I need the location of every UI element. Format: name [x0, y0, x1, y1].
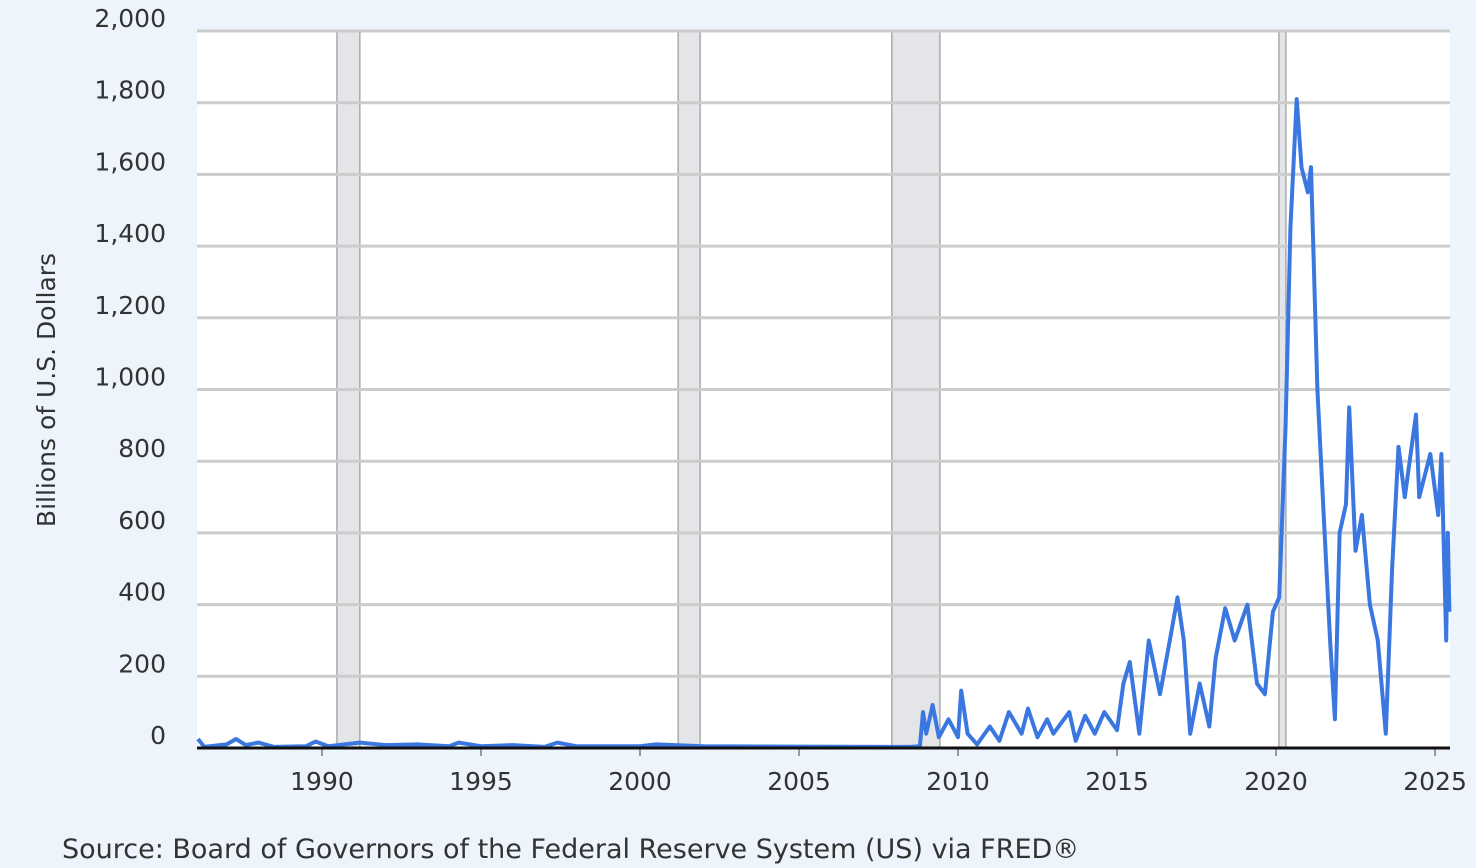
y-tick-label: 1,200 — [94, 291, 166, 320]
x-tick-label: 1990 — [290, 767, 354, 796]
y-axis-label: Billions of U.S. Dollars — [32, 253, 61, 527]
y-tick-label: 400 — [118, 578, 166, 607]
y-tick-label: 800 — [118, 434, 166, 463]
y-tick-label: 200 — [118, 649, 166, 678]
y-tick-label: 1,000 — [94, 363, 166, 392]
y-tick-label: 1,800 — [94, 76, 166, 105]
x-tick-label: 2020 — [1244, 767, 1308, 796]
x-tick-label: 2015 — [1085, 767, 1149, 796]
data-line — [196, 97, 1452, 749]
y-tick-label: 600 — [118, 506, 166, 535]
x-tick-label: 2010 — [926, 767, 990, 796]
y-tick-label: 0 — [150, 721, 166, 750]
y-tick-label: 2,000 — [94, 4, 166, 33]
y-tick-label: 1,600 — [94, 147, 166, 176]
x-tick-label: 1995 — [449, 767, 513, 796]
source: Source: Board of Governors of the Federa… — [62, 834, 1079, 865]
x-tick-label: 2005 — [767, 767, 831, 796]
y-tick-label: 1,400 — [94, 219, 166, 248]
x-tick-label: 2025 — [1403, 767, 1467, 796]
x-tick-label: 2000 — [608, 767, 672, 796]
